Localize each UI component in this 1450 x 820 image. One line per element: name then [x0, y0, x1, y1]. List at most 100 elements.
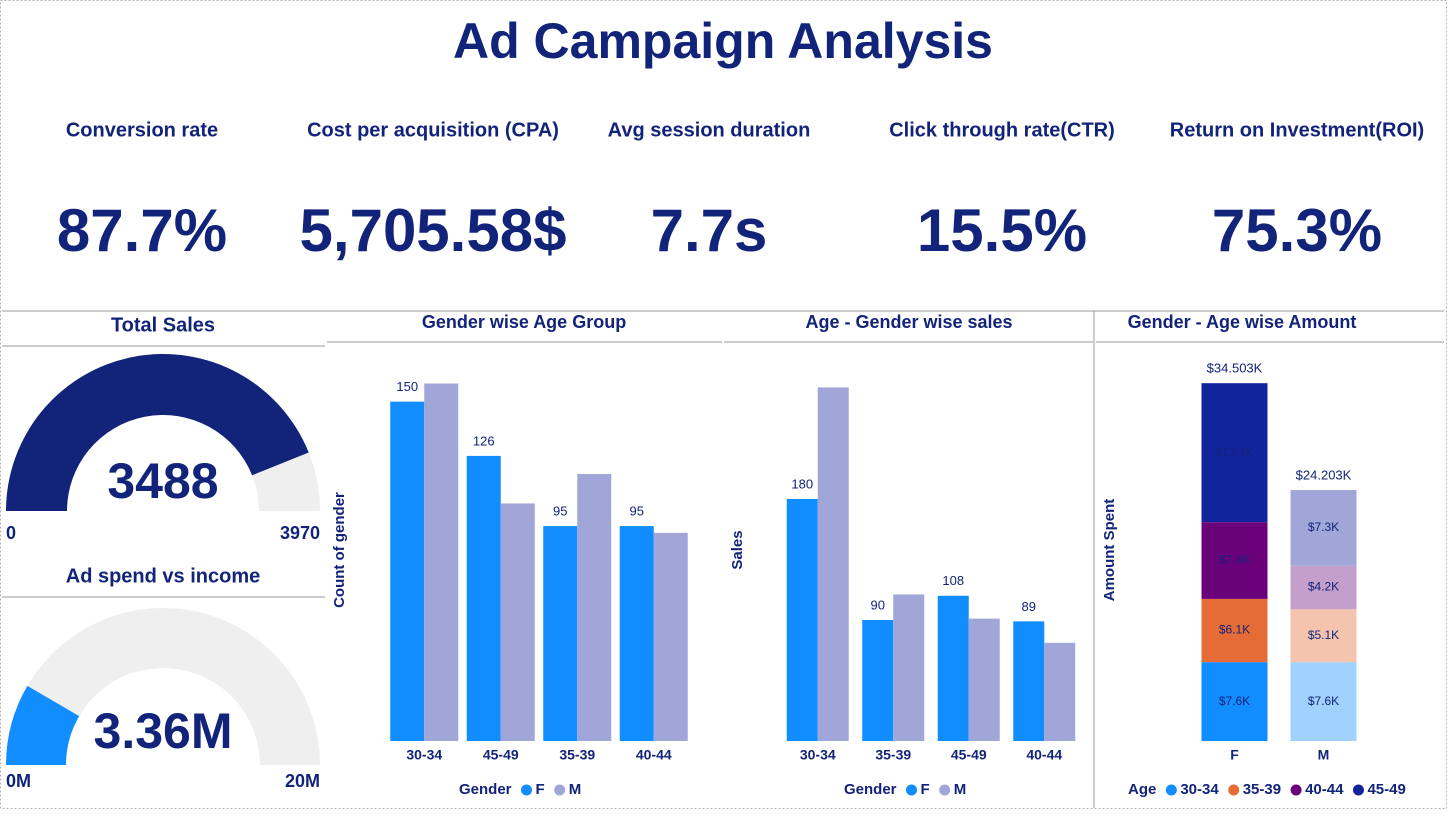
x-tick-label: 35-39: [875, 747, 911, 763]
bar: [862, 620, 894, 741]
legend-marker: [1228, 784, 1240, 796]
bar-segment: [1201, 522, 1268, 599]
bar-segment: [1290, 662, 1357, 741]
legend-label: 40-44: [1305, 781, 1344, 798]
gauge-fill: [5, 685, 80, 765]
gauge-value: 3488: [107, 453, 218, 509]
bar-segment: [1201, 598, 1268, 663]
bar: [937, 595, 969, 741]
chart-title: Gender - Age wise Amount: [1128, 312, 1357, 332]
legend-title: Gender: [844, 781, 897, 798]
bar: [653, 532, 688, 741]
data-label: 95: [630, 504, 644, 519]
kpi-value: 5,705.58$: [300, 197, 567, 264]
legend-marker: [1290, 784, 1302, 796]
bar: [968, 618, 1000, 741]
gauge-title: Ad spend vs income: [66, 565, 261, 587]
y-axis-label: Count of gender: [331, 492, 348, 608]
data-label: 108: [942, 573, 964, 588]
kpi-value: 7.7s: [651, 197, 768, 264]
x-tick-label: 40-44: [1026, 747, 1062, 763]
bar: [390, 401, 425, 741]
gauge-max: 20M: [285, 771, 320, 791]
data-label: 90: [871, 597, 885, 612]
data-label: 89: [1022, 599, 1036, 614]
bar: [1044, 642, 1076, 741]
data-label: $6.1K: [1219, 623, 1250, 637]
x-tick-label: 30-34: [406, 747, 442, 763]
bar: [619, 526, 654, 741]
kpi-value: 87.7%: [57, 197, 227, 264]
bar: [786, 499, 818, 741]
legend-label: 45-49: [1367, 781, 1405, 798]
bar: [817, 387, 849, 741]
x-tick-label: 30-34: [800, 747, 836, 763]
x-tick-label: F: [1230, 747, 1239, 763]
dashboard-title: Ad Campaign Analysis: [453, 13, 993, 69]
x-tick-label: M: [1318, 747, 1330, 763]
legend-marker: [554, 784, 566, 796]
total-label: $24.203K: [1296, 467, 1352, 482]
data-label: 126: [473, 433, 495, 448]
kpi-label: Avg session duration: [608, 119, 811, 141]
x-tick-label: 45-49: [483, 747, 519, 763]
gauge-track: [27, 607, 321, 765]
kpi-label: Return on Investment(ROI): [1170, 119, 1424, 141]
gauge-title: Total Sales: [111, 314, 215, 336]
data-label: $13.4K: [1215, 445, 1253, 459]
legend-marker: [1165, 784, 1177, 796]
data-label: $7.4K: [1219, 553, 1250, 567]
bar-segment: [1290, 609, 1357, 663]
y-axis-label: Amount Spent: [1101, 499, 1118, 602]
legend-title: Gender: [459, 781, 512, 798]
chart-title: Age - Gender wise sales: [805, 312, 1012, 332]
data-label: $7.3K: [1308, 520, 1339, 534]
bar: [500, 503, 535, 741]
legend-marker: [906, 784, 918, 796]
x-tick-label: 40-44: [636, 747, 672, 763]
legend-title: Age: [1128, 781, 1156, 798]
gauge-fill: [6, 353, 309, 511]
data-label: 180: [791, 476, 813, 491]
legend-marker: [1352, 784, 1364, 796]
data-label: $7.6K: [1308, 694, 1339, 708]
legend-marker: [939, 784, 951, 796]
bar: [577, 474, 612, 741]
gauge-min: 0: [6, 523, 16, 543]
data-label: $4.2K: [1308, 580, 1339, 594]
data-label: $7.6K: [1219, 694, 1250, 708]
bar: [1013, 621, 1045, 741]
legend-label: 35-39: [1243, 781, 1281, 798]
x-tick-label: 35-39: [559, 747, 595, 763]
bar: [543, 526, 578, 741]
kpi-label: Cost per acquisition (CPA): [307, 119, 559, 141]
total-label: $34.503K: [1207, 361, 1263, 376]
bar-segment: [1290, 490, 1357, 566]
kpi-label: Conversion rate: [66, 119, 218, 141]
legend-label: 30-34: [1180, 781, 1219, 798]
bar: [893, 594, 925, 741]
data-label: 95: [553, 504, 567, 519]
bar-segment: [1201, 662, 1268, 741]
legend-label: F: [536, 781, 545, 798]
gauge-max: 3970: [280, 523, 320, 543]
y-axis-label: Sales: [729, 530, 746, 569]
legend-label: F: [921, 781, 930, 798]
chart-title: Gender wise Age Group: [422, 312, 626, 332]
bar: [466, 455, 501, 741]
bar-segment: [1201, 383, 1268, 523]
legend-label: M: [569, 781, 582, 798]
bar-segment: [1290, 565, 1357, 610]
gauge-min: 0M: [6, 771, 31, 791]
legend-label: M: [954, 781, 967, 798]
kpi-label: Click through rate(CTR): [889, 119, 1115, 141]
data-label: $5.1K: [1308, 628, 1339, 642]
gauge-track: [252, 452, 320, 511]
x-tick-label: 45-49: [951, 747, 987, 763]
gauge-value: 3.36M: [94, 703, 233, 759]
legend-marker: [521, 784, 533, 796]
bar: [424, 383, 459, 741]
data-label: 150: [396, 379, 418, 394]
